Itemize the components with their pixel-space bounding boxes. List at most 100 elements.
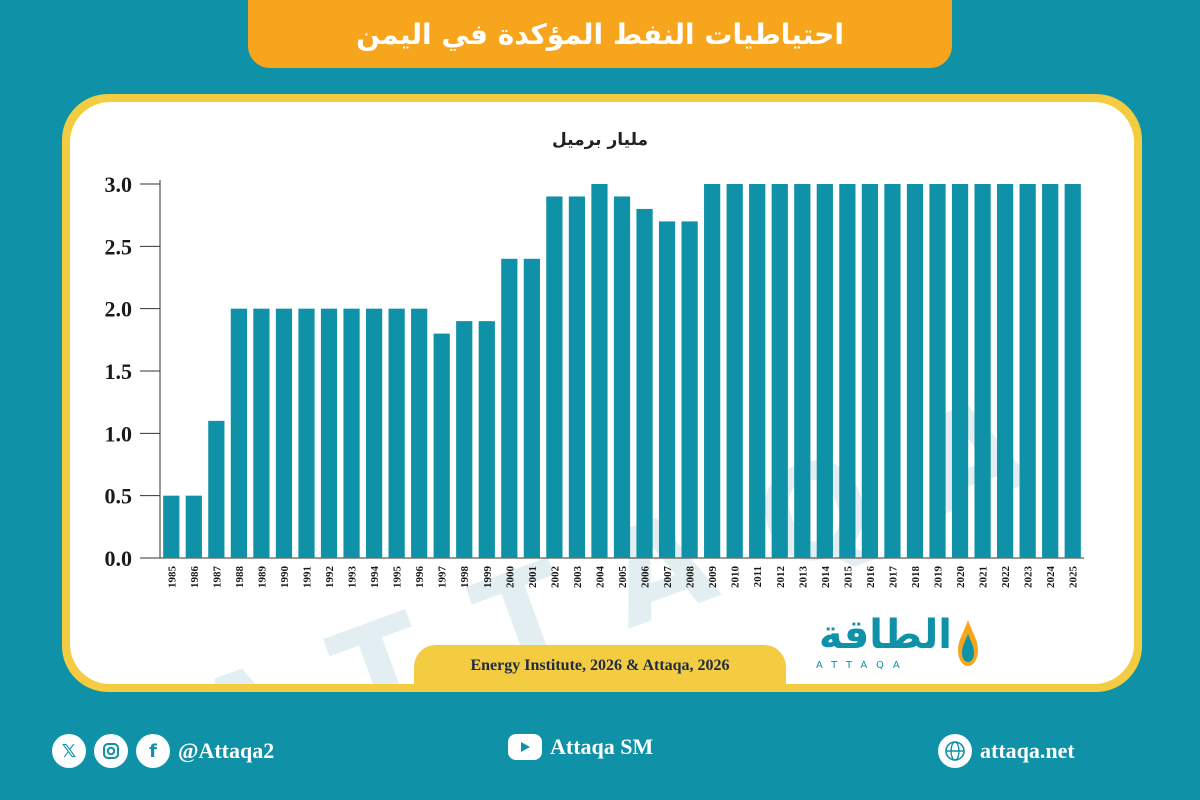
bar-2020 [951,184,969,558]
bar-2008 [681,221,698,558]
x-tick-label: 1996 [414,566,426,589]
x-tick-label: 2009 [707,566,719,589]
bar-2010 [726,184,743,558]
x-tick-label: 1995 [392,566,404,589]
x-tick-label: 2023 [1023,566,1035,589]
footer: 𝕏 f @Attaqa2 Attaqa SM attaqa.net [0,734,1200,778]
x-tick-label: 2005 [617,566,629,589]
bar-1985 [163,495,180,558]
bar-1999 [478,321,495,558]
x-tick-label: 1994 [369,566,381,589]
bar-1998 [456,321,473,558]
x-tick-label: 2021 [978,566,990,588]
x-tick-label: 2022 [1000,566,1012,589]
youtube-icon[interactable] [508,734,542,760]
website-url[interactable]: attaqa.net [980,738,1075,763]
x-tick-label: 1997 [437,566,449,589]
social-handle[interactable]: @Attaqa2 [178,738,275,763]
x-tick-label: 2018 [910,566,922,589]
x-tick-label: 2017 [887,566,899,589]
x-tick-label: 1998 [459,566,471,589]
bar-2002 [546,196,563,558]
x-tick-label: 1991 [301,566,313,588]
x-tick-label: 1999 [482,566,494,589]
bar-1987 [208,420,225,558]
bar-2014 [816,184,833,558]
youtube-link: Attaqa SM [508,734,653,760]
bar-2017 [884,184,901,558]
chart-title: احتياطيات النفط المؤكدة في اليمن [356,17,844,51]
x-icon[interactable]: 𝕏 [52,734,86,768]
x-tick-label: 2006 [640,566,652,589]
x-tick-label: 2004 [594,566,606,589]
x-tick-label: 2011 [752,566,764,587]
x-tick-label: 1992 [324,566,336,589]
facebook-icon[interactable]: f [136,734,170,768]
website-link: attaqa.net [938,734,1075,768]
bar-2024 [1042,184,1059,558]
x-tick-label: 2012 [775,566,787,589]
x-tick-label: 1993 [347,566,359,589]
source-text: Energy Institute, 2026 & Attaqa, 2026 [470,657,730,674]
bar-1994 [365,308,383,558]
x-tick-label: 1988 [234,566,246,589]
x-tick-label: 2025 [1068,566,1080,589]
bar-2022 [997,184,1014,558]
y-tick-label: 1.0 [105,421,133,446]
x-tick-label: 2010 [730,566,742,589]
title-banner: احتياطيات النفط المؤكدة في اليمن [248,0,952,68]
bar-1992 [320,308,338,558]
bar-2003 [568,196,586,558]
y-tick-label: 0.0 [105,546,133,571]
y-axis-unit-label: مليار برميل [551,130,649,150]
bar-1996 [411,308,428,558]
bar-2004 [591,184,608,558]
y-tick-label: 0.5 [105,484,133,509]
bar-1989 [253,308,270,558]
bar-2025 [1064,184,1081,558]
youtube-channel[interactable]: Attaqa SM [550,734,654,759]
bar-1988 [230,308,247,558]
bar-2012 [771,184,788,558]
bar-2019 [929,184,946,558]
social-links: 𝕏 f @Attaqa2 [52,734,274,768]
bar-2021 [974,184,991,558]
bar-2006 [636,208,653,558]
y-tick-label: 1.5 [105,359,133,384]
x-tick-label: 2000 [504,566,516,589]
logo-latin-text: ATTAQA [816,660,909,671]
bar-2013 [794,184,811,558]
instagram-icon[interactable] [94,734,128,768]
x-tick-label: 2020 [955,566,967,589]
x-tick-label: 2019 [933,566,945,589]
x-tick-label: 2007 [662,566,674,589]
globe-icon[interactable] [938,734,972,768]
bar-1995 [388,308,405,558]
x-tick-label: 2008 [685,566,697,589]
y-tick-label: 3.0 [105,172,133,197]
bar-2000 [501,258,518,558]
bar-2005 [613,196,631,558]
bar-2023 [1019,184,1036,558]
bar-2011 [749,184,766,558]
bar-1986 [185,495,202,558]
x-tick-label: 2002 [549,566,561,589]
x-tick-label: 2015 [842,566,854,589]
source-box: Energy Institute, 2026 & Attaqa, 2026 [414,645,786,687]
x-tick-label: 2003 [572,566,584,589]
x-tick-label: 1989 [256,566,268,589]
bar-2001 [523,258,540,558]
bar-1997 [433,333,450,558]
attaqa-logo: الطاقة ATTAQA [806,612,984,678]
x-tick-label: 2013 [797,566,809,589]
y-tick-label: 2.5 [105,234,133,259]
y-tick-label: 2.0 [105,297,133,322]
bar-2018 [906,184,924,558]
x-tick-label: 2001 [527,566,539,588]
bar-2009 [704,184,721,558]
logo-arabic-text: الطاقة [818,612,952,658]
x-tick-label: 2024 [1045,566,1057,589]
bar-1993 [343,308,360,558]
x-tick-label: 2014 [820,566,832,589]
